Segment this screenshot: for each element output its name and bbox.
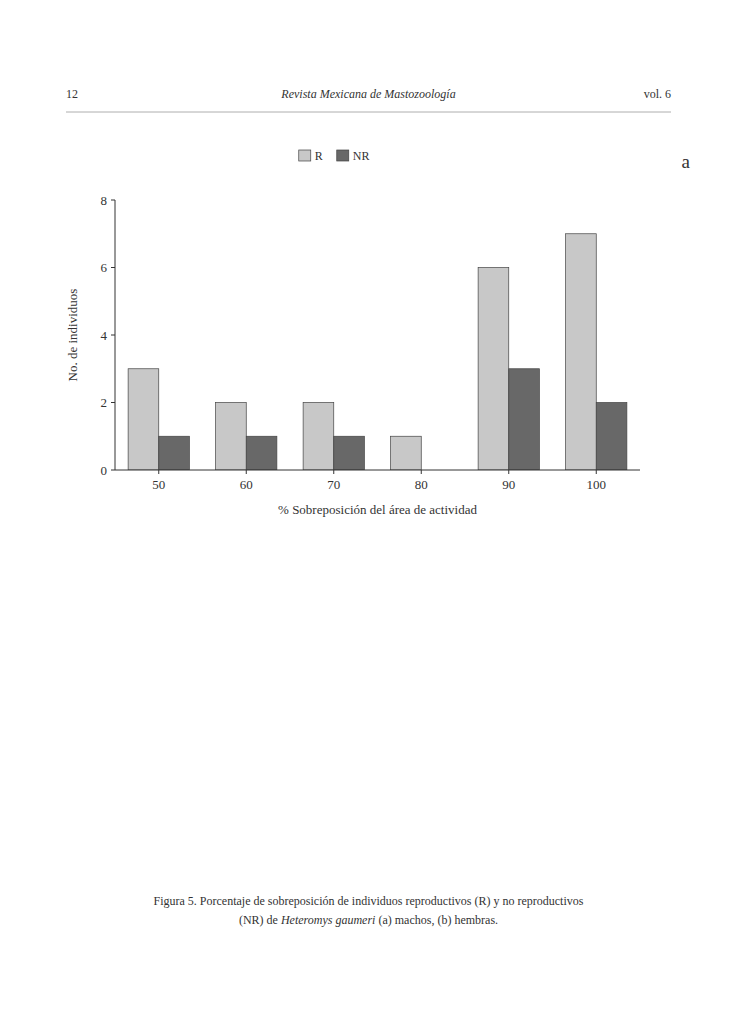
header-left: 12 (66, 87, 78, 101)
x-tick-label: 90 (502, 477, 515, 492)
x-tick (333, 470, 334, 474)
bar (391, 436, 422, 470)
y-tick-label: 0 (101, 463, 108, 478)
y-tick-label: 4 (101, 328, 108, 343)
header-right: vol. 6 (644, 87, 671, 101)
y-tick-label: 2 (101, 395, 108, 410)
header: 12 Revista Mexicana de Mastozoología vol. … (66, 87, 671, 101)
y-tick (111, 470, 115, 471)
y-tick-label: 6 (101, 260, 108, 275)
legend-label: R (315, 149, 323, 163)
x-tick-label: 80 (415, 477, 428, 492)
axes: 0 2 4 6 8 50 60 70 80 90 100 % Sobreposición del ár… (65, 193, 640, 518)
x-tick (421, 470, 422, 474)
y-tick-label: 8 (101, 193, 108, 208)
x-axis-line (115, 470, 640, 471)
bar (128, 369, 159, 470)
bar (566, 234, 597, 470)
y-tick (111, 267, 115, 268)
header-center: Revista Mexicana de Mastozoología (280, 87, 455, 101)
bar (159, 436, 190, 470)
x-tick-label: 70 (327, 477, 340, 492)
bars (128, 234, 627, 470)
caption-part: (NR) de (239, 913, 281, 927)
bar (216, 403, 247, 471)
bar (596, 403, 627, 471)
x-axis-label: % Sobreposición del área de actividad (278, 502, 477, 517)
bar (246, 436, 277, 470)
y-tick (111, 335, 115, 336)
legend: R NR (299, 149, 370, 163)
x-tick (596, 470, 597, 474)
chart: 0 2 4 6 8 50 60 70 80 90 100 % Sobreposición del ár… (65, 149, 691, 517)
header-rule (66, 112, 671, 113)
legend-label: NR (353, 149, 370, 163)
bar (478, 268, 509, 471)
legend-swatch (299, 150, 311, 161)
bar (509, 369, 540, 470)
x-tick-label: 50 (152, 477, 165, 492)
y-tick (111, 200, 115, 201)
x-tick (246, 470, 247, 474)
x-tick (508, 470, 509, 474)
caption-line: Figura 5. Porcentaje de sobreposición de… (154, 894, 584, 908)
bar (334, 436, 365, 470)
bar (303, 403, 334, 471)
x-tick-label: 100 (587, 477, 607, 492)
panel-label: a (682, 151, 691, 172)
y-tick (111, 402, 115, 403)
page: 12 Revista Mexicana de Mastozoología vol. … (0, 0, 737, 1017)
legend-swatch (337, 150, 349, 161)
caption: Figura 5. Porcentaje de sobreposición de… (154, 894, 584, 927)
x-tick-label: 60 (240, 477, 253, 492)
caption-part: (a) machos, (b) hembras. (375, 913, 498, 927)
x-tick (158, 470, 159, 474)
background (0, 0, 737, 1017)
caption-part: Heteromys gaumeri (280, 913, 376, 927)
y-axis-label: No. de individuos (65, 289, 80, 382)
caption-line: (NR) de Heteromys gaumeri (a) machos, (b… (239, 913, 498, 927)
